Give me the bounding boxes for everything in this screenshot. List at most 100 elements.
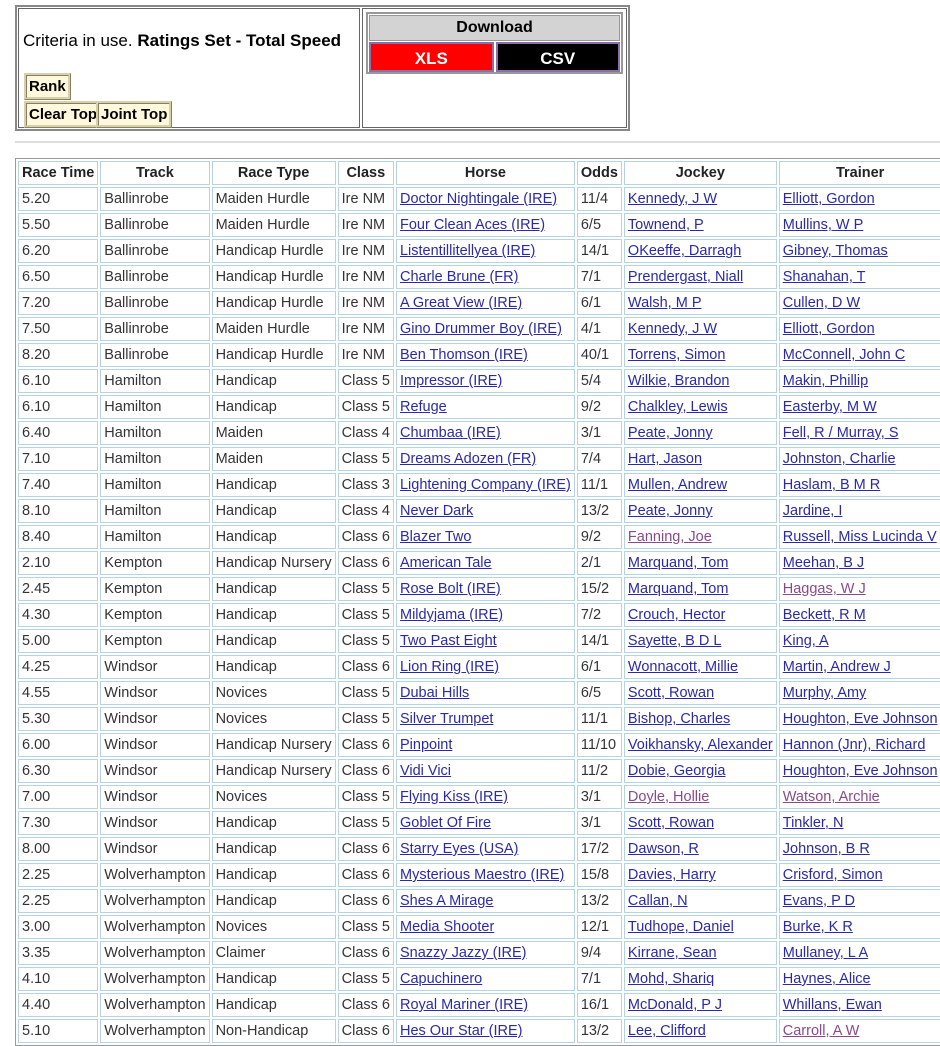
jockey-link[interactable]: Wonnacott, Millie bbox=[627, 659, 739, 675]
horse-link[interactable]: Four Clean Aces (IRE) bbox=[399, 217, 546, 233]
trainer-link[interactable]: McConnell, John C bbox=[782, 347, 906, 363]
trainer-link[interactable]: Makin, Phillip bbox=[782, 373, 869, 389]
trainer-link[interactable]: Hannon (Jnr), Richard bbox=[782, 737, 926, 753]
joint-top-button[interactable]: Joint Top bbox=[96, 101, 173, 128]
horse-link[interactable]: Lion Ring (IRE) bbox=[399, 659, 500, 675]
jockey-link[interactable]: Kennedy, J W bbox=[627, 321, 718, 337]
horse-link[interactable]: Hes Our Star (IRE) bbox=[399, 1023, 523, 1039]
horse-link[interactable]: Dubai Hills bbox=[399, 685, 470, 701]
horse-link[interactable]: A Great View (IRE) bbox=[399, 295, 523, 311]
trainer-link[interactable]: Fell, R / Murray, S bbox=[782, 425, 899, 441]
trainer-link[interactable]: Crisford, Simon bbox=[782, 867, 883, 883]
horse-link[interactable]: Refuge bbox=[399, 399, 447, 415]
horse-link[interactable]: Lightening Company (IRE) bbox=[399, 477, 571, 493]
jockey-link[interactable]: McDonald, P J bbox=[627, 997, 722, 1013]
rank-button[interactable]: Rank bbox=[24, 73, 71, 100]
horse-link[interactable]: Doctor Nightingale (IRE) bbox=[399, 191, 558, 207]
horse-link[interactable]: Silver Trumpet bbox=[399, 711, 494, 727]
horse-link[interactable]: Listentillitellyea (IRE) bbox=[399, 243, 536, 259]
trainer-link[interactable]: Elliott, Gordon bbox=[782, 321, 875, 337]
trainer-link[interactable]: Russell, Miss Lucinda V bbox=[782, 529, 937, 545]
horse-link[interactable]: Snazzy Jazzy (IRE) bbox=[399, 945, 527, 961]
trainer-link[interactable]: Jardine, I bbox=[782, 503, 843, 519]
csv-download-button[interactable]: CSV bbox=[495, 42, 620, 72]
jockey-link[interactable]: Tudhope, Daniel bbox=[627, 919, 734, 935]
horse-link[interactable]: Pinpoint bbox=[399, 737, 453, 753]
jockey-link[interactable]: Scott, Rowan bbox=[627, 815, 715, 831]
trainer-link[interactable]: Beckett, R M bbox=[782, 607, 866, 623]
trainer-link[interactable]: Houghton, Eve Johnson bbox=[782, 711, 938, 727]
trainer-link[interactable]: Gibney, Thomas bbox=[782, 243, 888, 259]
trainer-link[interactable]: Mullins, W P bbox=[782, 217, 864, 233]
jockey-link[interactable]: Wilkie, Brandon bbox=[627, 373, 730, 389]
horse-link[interactable]: Dreams Adozen (FR) bbox=[399, 451, 537, 467]
jockey-link[interactable]: Chalkley, Lewis bbox=[627, 399, 728, 415]
jockey-link[interactable]: Callan, N bbox=[627, 893, 688, 909]
horse-link[interactable]: Chumbaa (IRE) bbox=[399, 425, 501, 441]
jockey-link[interactable]: Townend, P bbox=[627, 217, 704, 233]
horse-link[interactable]: Charle Brune (FR) bbox=[399, 269, 519, 285]
trainer-link[interactable]: Elliott, Gordon bbox=[782, 191, 875, 207]
jockey-link[interactable]: Peate, Jonny bbox=[627, 503, 713, 519]
jockey-link[interactable]: Prendergast, Niall bbox=[627, 269, 744, 285]
jockey-link[interactable]: Kirrane, Sean bbox=[627, 945, 717, 961]
trainer-link[interactable]: Tinkler, N bbox=[782, 815, 844, 831]
trainer-link[interactable]: Burke, K R bbox=[782, 919, 853, 935]
jockey-link[interactable]: Lee, Clifford bbox=[627, 1023, 706, 1039]
jockey-link[interactable]: Voikhansky, Alexander bbox=[627, 737, 773, 753]
horse-link[interactable]: Two Past Eight bbox=[399, 633, 497, 649]
jockey-link[interactable]: Marquand, Tom bbox=[627, 555, 729, 571]
trainer-link[interactable]: Whillans, Ewan bbox=[782, 997, 882, 1013]
horse-link[interactable]: American Tale bbox=[399, 555, 492, 571]
trainer-link[interactable]: Meehan, B J bbox=[782, 555, 865, 571]
horse-link[interactable]: Starry Eyes (USA) bbox=[399, 841, 519, 857]
jockey-link[interactable]: Mullen, Andrew bbox=[627, 477, 728, 493]
jockey-link[interactable]: Hart, Jason bbox=[627, 451, 703, 467]
trainer-link[interactable]: Haslam, B M R bbox=[782, 477, 881, 493]
trainer-link[interactable]: Carroll, A W bbox=[782, 1023, 860, 1039]
jockey-link[interactable]: Fanning, Joe bbox=[627, 529, 712, 545]
clear-top-button[interactable]: Clear Top bbox=[24, 101, 103, 128]
horse-link[interactable]: Mysterious Maestro (IRE) bbox=[399, 867, 565, 883]
horse-link[interactable]: Goblet Of Fire bbox=[399, 815, 492, 831]
jockey-link[interactable]: Dobie, Georgia bbox=[627, 763, 726, 779]
jockey-link[interactable]: Dawson, R bbox=[627, 841, 699, 857]
jockey-link[interactable]: Kennedy, J W bbox=[627, 191, 718, 207]
horse-link[interactable]: Capuchinero bbox=[399, 971, 483, 987]
xls-download-button[interactable]: XLS bbox=[369, 42, 494, 72]
jockey-link[interactable]: Crouch, Hector bbox=[627, 607, 726, 623]
horse-link[interactable]: Vidi Vici bbox=[399, 763, 452, 779]
trainer-link[interactable]: Watson, Archie bbox=[782, 789, 880, 805]
trainer-link[interactable]: Martin, Andrew J bbox=[782, 659, 891, 675]
trainer-link[interactable]: Haynes, Alice bbox=[782, 971, 871, 987]
trainer-link[interactable]: Shanahan, T bbox=[782, 269, 866, 285]
trainer-link[interactable]: Houghton, Eve Johnson bbox=[782, 763, 938, 779]
trainer-link[interactable]: Haggas, W J bbox=[782, 581, 866, 597]
jockey-link[interactable]: OKeeffe, Darragh bbox=[627, 243, 742, 259]
jockey-link[interactable]: Doyle, Hollie bbox=[627, 789, 710, 805]
jockey-link[interactable]: Peate, Jonny bbox=[627, 425, 713, 441]
horse-link[interactable]: Media Shooter bbox=[399, 919, 495, 935]
trainer-link[interactable]: King, A bbox=[782, 633, 829, 649]
jockey-link[interactable]: Walsh, M P bbox=[627, 295, 702, 311]
trainer-link[interactable]: Cullen, D W bbox=[782, 295, 861, 311]
horse-link[interactable]: Impressor (IRE) bbox=[399, 373, 503, 389]
jockey-link[interactable]: Torrens, Simon bbox=[627, 347, 726, 363]
horse-link[interactable]: Ben Thomson (IRE) bbox=[399, 347, 528, 363]
jockey-link[interactable]: Bishop, Charles bbox=[627, 711, 731, 727]
jockey-link[interactable]: Marquand, Tom bbox=[627, 581, 729, 597]
horse-link[interactable]: Never Dark bbox=[399, 503, 474, 519]
horse-link[interactable]: Royal Mariner (IRE) bbox=[399, 997, 529, 1013]
horse-link[interactable]: Blazer Two bbox=[399, 529, 472, 545]
horse-link[interactable]: Rose Bolt (IRE) bbox=[399, 581, 501, 597]
trainer-link[interactable]: Johnston, Charlie bbox=[782, 451, 896, 467]
horse-link[interactable]: Mildyjama (IRE) bbox=[399, 607, 504, 623]
trainer-link[interactable]: Murphy, Amy bbox=[782, 685, 867, 701]
horse-link[interactable]: Flying Kiss (IRE) bbox=[399, 789, 508, 805]
trainer-link[interactable]: Easterby, M W bbox=[782, 399, 877, 415]
jockey-link[interactable]: Mohd, Shariq bbox=[627, 971, 715, 987]
jockey-link[interactable]: Davies, Harry bbox=[627, 867, 716, 883]
trainer-link[interactable]: Johnson, B R bbox=[782, 841, 870, 857]
trainer-link[interactable]: Mullaney, L A bbox=[782, 945, 869, 961]
horse-link[interactable]: Gino Drummer Boy (IRE) bbox=[399, 321, 562, 337]
